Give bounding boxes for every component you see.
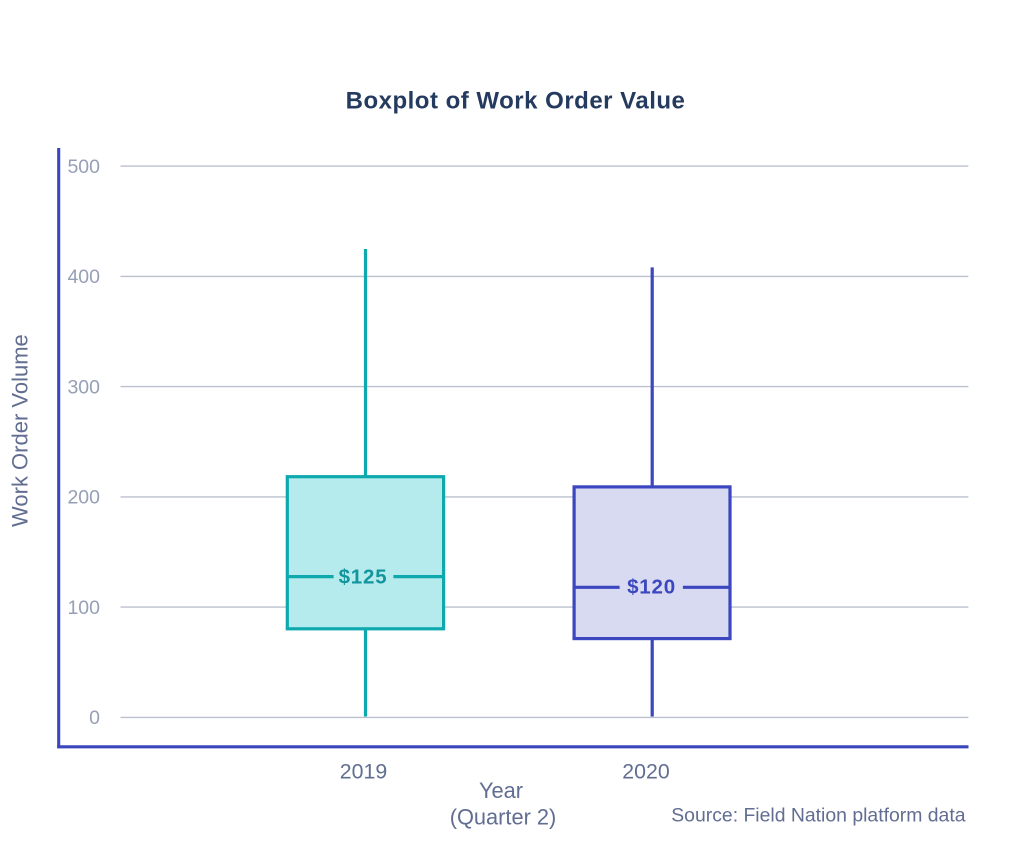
svg-text:400: 400 xyxy=(67,266,100,288)
svg-text:0: 0 xyxy=(89,707,100,729)
svg-text:Year: Year xyxy=(479,778,523,803)
svg-text:500: 500 xyxy=(67,156,100,178)
svg-text:200: 200 xyxy=(67,487,100,509)
svg-text:Work Order Volume: Work Order Volume xyxy=(8,334,33,527)
svg-text:(Quarter 2): (Quarter 2) xyxy=(450,805,557,830)
svg-text:2019: 2019 xyxy=(340,760,387,784)
svg-text:2020: 2020 xyxy=(622,760,670,784)
svg-text:$120: $120 xyxy=(627,576,676,599)
svg-text:Source: Field Nation platform: Source: Field Nation platform data xyxy=(671,805,965,827)
svg-text:300: 300 xyxy=(67,376,100,398)
svg-text:100: 100 xyxy=(67,597,100,619)
svg-text:Boxplot of Work Order Value: Boxplot of Work Order Value xyxy=(346,88,686,115)
svg-text:$125: $125 xyxy=(339,566,388,589)
